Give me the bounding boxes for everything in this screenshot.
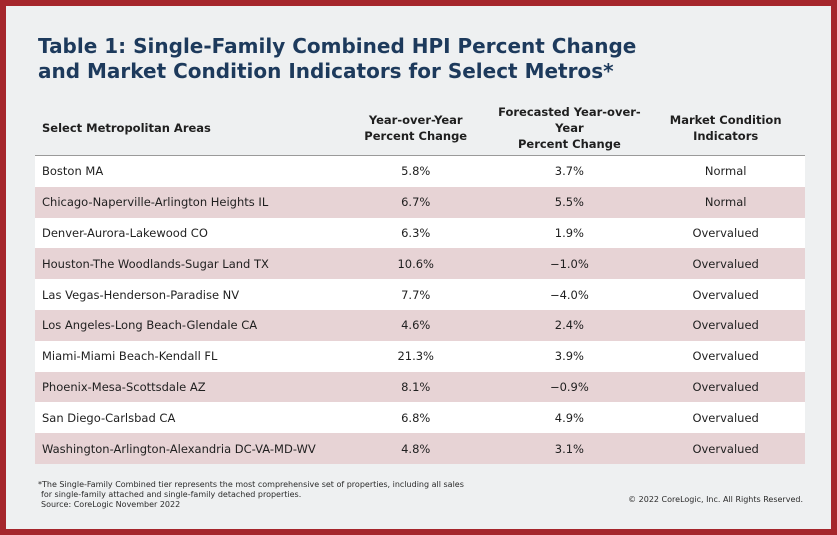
title-line-1: Table 1: Single-Family Combined HPI Perc… — [38, 34, 637, 58]
cell-yoy: 6.8% — [401, 410, 431, 425]
table-row: Chicago-Naperville-Arlington Heights IL … — [35, 186, 805, 218]
cell-forecast: 3.1% — [554, 441, 584, 456]
header-area: Select Metropolitan Areas — [35, 100, 339, 156]
cell-area: Washington-Arlington-Alexandria DC-VA-MD… — [42, 441, 316, 456]
cell-yoy: 8.1% — [401, 379, 431, 394]
table-row: San Diego-Carlsbad CA 6.8% 4.9% Overvalu… — [35, 402, 805, 434]
table-row: Washington-Arlington-Alexandria DC-VA-MD… — [35, 433, 805, 464]
table-row: Boston MA 5.8% 3.7% Normal — [35, 155, 805, 187]
table-row: Las Vegas-Henderson-Paradise NV 7.7% −4.… — [35, 279, 805, 310]
cell-forecast: −4.0% — [549, 287, 589, 302]
header-forecast-line-1: Forecasted Year-over-Year — [498, 104, 641, 135]
source-line: Source: CoreLogic November 2022 — [41, 500, 181, 509]
table-row: Phoenix-Mesa-Scottsdale AZ 8.1% −0.9% Ov… — [35, 371, 805, 403]
cell-market: Overvalued — [692, 287, 759, 302]
cell-yoy: 6.3% — [401, 225, 431, 240]
cell-area: Boston MA — [42, 164, 104, 179]
cell-area: Los Angeles-Long Beach-Glendale CA — [42, 318, 258, 333]
cell-yoy: 6.7% — [401, 195, 431, 210]
copyright-notice: © 2022 CoreLogic, Inc. All Rights Reserv… — [628, 495, 803, 504]
cell-area: Las Vegas-Henderson-Paradise NV — [42, 287, 240, 302]
cell-yoy: 4.8% — [401, 441, 431, 456]
cell-market: Overvalued — [692, 410, 759, 425]
cell-yoy: 10.6% — [397, 256, 434, 271]
cell-forecast: 4.9% — [554, 410, 584, 425]
metro-hpi-table: Select Metropolitan Areas Year-over-Year… — [35, 100, 805, 464]
cell-market: Overvalued — [692, 441, 759, 456]
cell-market: Overvalued — [692, 379, 759, 394]
header-forecast: Forecasted Year-over-Year Percent Change — [492, 100, 646, 156]
cell-forecast: −1.0% — [549, 256, 589, 271]
header-area-label: Select Metropolitan Areas — [42, 120, 211, 135]
cell-yoy: 7.7% — [401, 287, 431, 302]
header-market: Market Condition Indicators — [646, 100, 805, 156]
header-yoy-line-2: Percent Change — [364, 128, 468, 143]
cell-area: San Diego-Carlsbad CA — [42, 410, 176, 425]
cell-forecast: 3.7% — [554, 164, 584, 179]
cell-market: Normal — [704, 195, 747, 210]
cell-forecast: −0.9% — [549, 379, 589, 394]
header-market-line-1: Market Condition — [669, 112, 782, 127]
cell-forecast: 5.5% — [554, 195, 584, 210]
cell-yoy: 4.6% — [401, 318, 431, 333]
header-market-line-2: Indicators — [693, 128, 759, 143]
cell-area: Chicago-Naperville-Arlington Heights IL — [42, 195, 269, 210]
footnote: *The Single-Family Combined tier represe… — [38, 480, 558, 510]
table-row: Denver-Aurora-Lakewood CO 6.3% 1.9% Over… — [35, 217, 805, 249]
table-title: Table 1: Single-Family Combined HPI Perc… — [38, 34, 738, 84]
cell-area: Denver-Aurora-Lakewood CO — [42, 225, 208, 240]
footnote-line-2: for single-family attached and single-fa… — [41, 490, 302, 499]
cell-market: Normal — [704, 164, 747, 179]
header-yoy: Year-over-Year Percent Change — [339, 100, 493, 156]
header-forecast-line-2: Percent Change — [517, 136, 621, 151]
cell-forecast: 1.9% — [554, 225, 584, 240]
cell-forecast: 3.9% — [554, 349, 584, 364]
table-row: Los Angeles-Long Beach-Glendale CA 4.6% … — [35, 309, 805, 341]
cell-area: Houston-The Woodlands-Sugar Land TX — [42, 256, 269, 271]
cell-yoy: 21.3% — [397, 349, 434, 364]
table-row: Miami-Miami Beach-Kendall FL 21.3% 3.9% … — [35, 340, 805, 372]
cell-area: Phoenix-Mesa-Scottsdale AZ — [42, 379, 206, 394]
cell-yoy: 5.8% — [401, 164, 431, 179]
cell-market: Overvalued — [692, 256, 759, 271]
table-panel: Table 1: Single-Family Combined HPI Perc… — [6, 6, 831, 529]
cell-market: Overvalued — [692, 349, 759, 364]
table-row: Houston-The Woodlands-Sugar Land TX 10.6… — [35, 248, 805, 280]
table-header-row: Select Metropolitan Areas Year-over-Year… — [35, 100, 805, 156]
header-yoy-line-1: Year-over-Year — [368, 112, 463, 127]
footnote-line-1: *The Single-Family Combined tier represe… — [38, 480, 464, 489]
title-line-2: and Market Condition Indicators for Sele… — [38, 59, 614, 83]
cell-market: Overvalued — [692, 225, 759, 240]
cell-area: Miami-Miami Beach-Kendall FL — [42, 349, 218, 364]
cell-forecast: 2.4% — [554, 318, 584, 333]
cell-market: Overvalued — [692, 318, 759, 333]
